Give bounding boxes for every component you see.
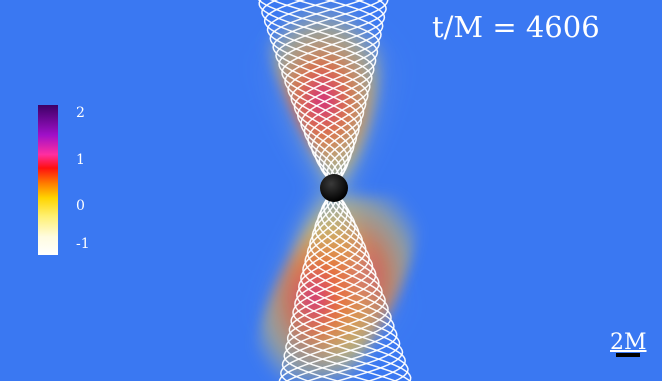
upper-field-line bbox=[281, 0, 386, 179]
upper-field-line bbox=[269, 0, 369, 179]
colorbar bbox=[38, 105, 58, 255]
upper-field-line bbox=[278, 0, 387, 179]
lower-field-line bbox=[296, 197, 404, 381]
upper-field-line bbox=[263, 0, 373, 179]
lower-field-line bbox=[280, 197, 392, 381]
lower-field-line bbox=[290, 197, 412, 381]
colorbar-tick-min: -1 bbox=[76, 236, 90, 252]
upper-field-line bbox=[275, 0, 389, 179]
upper-field-line bbox=[269, 0, 380, 179]
upper-field-line bbox=[257, 0, 379, 179]
upper-field-line bbox=[266, 0, 371, 179]
upper-field-line bbox=[261, 0, 375, 179]
lower-field-line bbox=[281, 197, 389, 381]
lower-field-line bbox=[298, 197, 401, 381]
lower-field-line bbox=[286, 197, 398, 381]
lower-field-line bbox=[292, 197, 409, 381]
upper-field-line bbox=[284, 0, 384, 179]
colorbar-tick-max: 2 bbox=[76, 105, 85, 121]
lower-field-line bbox=[285, 197, 398, 381]
upper-field-line bbox=[258, 0, 377, 179]
lower-field-line bbox=[294, 197, 406, 381]
lower-field-line bbox=[288, 197, 412, 381]
upper-field-line bbox=[272, 0, 384, 179]
scale-bar-label: 2M bbox=[610, 330, 647, 355]
scale-bar bbox=[616, 353, 640, 357]
lower-field-line bbox=[278, 197, 395, 381]
time-label: t/M = 4606 bbox=[432, 10, 600, 44]
black-hole bbox=[320, 174, 348, 202]
colorbar-tick-upper: 1 bbox=[76, 152, 85, 168]
colorbar-tick-lower: 0 bbox=[76, 198, 85, 214]
magnetic-field-lines bbox=[257, 0, 412, 381]
lower-field-line bbox=[285, 197, 383, 381]
